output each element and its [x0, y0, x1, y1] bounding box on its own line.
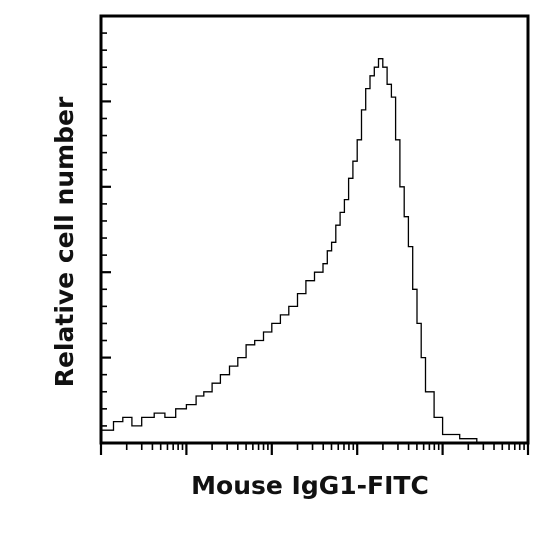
x-axis-label: Mouse IgG1-FITC [191, 471, 429, 500]
y-axis-ticks [101, 14, 111, 445]
plot-border [99, 14, 530, 445]
series-layer [101, 58, 528, 444]
y-axis-label: Relative cell number [50, 96, 79, 387]
histogram-line [101, 58, 528, 444]
plot-frame [99, 14, 530, 445]
x-axis-ticks [99, 443, 530, 455]
